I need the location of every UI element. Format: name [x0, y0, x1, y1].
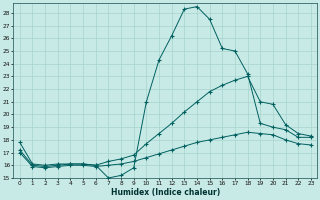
- X-axis label: Humidex (Indice chaleur): Humidex (Indice chaleur): [111, 188, 220, 197]
